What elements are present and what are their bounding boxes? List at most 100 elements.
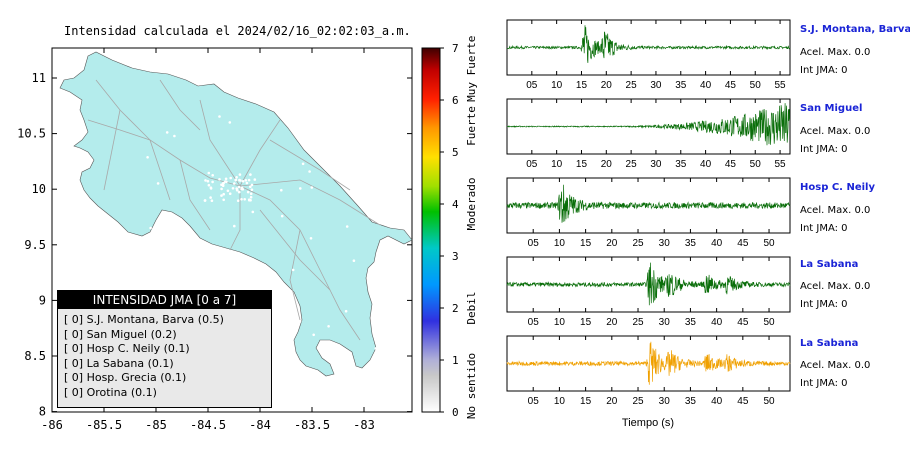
waveform-tick-label: 50 — [763, 317, 775, 328]
town-dot — [228, 192, 232, 195]
town-dot — [250, 188, 254, 191]
town-dot — [301, 162, 305, 166]
waveform-tick-label: 25 — [632, 238, 644, 249]
waveform-tick-label: 25 — [632, 396, 644, 407]
waveform-tick-label: 10 — [554, 396, 566, 407]
road-line — [149, 139, 171, 201]
waveform-tick-label: 15 — [576, 80, 588, 91]
town-dot — [298, 320, 302, 323]
waveform-tick-label: 05 — [528, 238, 540, 249]
station-acel: Acel. Max. 0.0 — [800, 281, 871, 292]
waveform-tick-label: 50 — [763, 396, 775, 407]
town-dot — [250, 183, 254, 187]
legend-row: [ 0] San Miguel (0.2) — [64, 327, 177, 341]
road-line — [239, 179, 381, 226]
colorbar-level-label: Fuerte — [465, 106, 478, 146]
waveform-tick-label: 40 — [711, 396, 723, 407]
waveform-tick-label: 50 — [763, 238, 775, 249]
town-dot — [344, 309, 348, 313]
town-dot — [211, 180, 214, 184]
town-dot — [222, 192, 225, 196]
town-dot — [245, 181, 249, 185]
waveform-tick-label: 05 — [528, 317, 540, 328]
town-dot — [238, 173, 242, 176]
waveform-panel: 05 10 15 20 25 30 35 40 45 50 — [506, 256, 791, 328]
town-dot — [310, 186, 314, 189]
waveform-trace — [506, 262, 791, 306]
waveform-trace — [506, 341, 791, 385]
map-y-tick-label: 10.5 — [17, 127, 46, 141]
town-dot — [249, 192, 253, 195]
map-y-ticks: 11 10.5 10 9.5 9 8.5 8 — [17, 71, 412, 419]
colorbar-gradient — [421, 47, 441, 413]
waveform-tick-label: 40 — [700, 80, 712, 91]
town-dot — [347, 79, 351, 82]
town-dot — [241, 180, 245, 183]
station-name: San Miguel — [800, 103, 863, 114]
intensity-legend: INTENSIDAD JMA [0 a 7] [ 0] S.J. Montana… — [57, 290, 272, 408]
colorbar-level-label: Moderado — [465, 178, 478, 231]
waveform-panel: 05 10 15 20 25 30 35 40 45 50 55 — [506, 98, 791, 170]
town-dot — [243, 198, 246, 201]
town-dot — [224, 180, 227, 183]
town-dot — [103, 284, 107, 287]
waveform-tick-label: 05 — [528, 396, 540, 407]
town-dot — [249, 195, 253, 199]
road-line — [239, 185, 361, 341]
map-y-tick-label: 11 — [32, 71, 46, 85]
colorbar-tick-label: 0 — [452, 406, 459, 419]
town-dot — [312, 333, 316, 337]
waveform-tick-label: 05 — [526, 159, 538, 170]
town-dot — [291, 268, 295, 272]
town-dot — [366, 75, 370, 79]
waveform-tick-label: 20 — [606, 238, 618, 249]
town-dot — [231, 187, 235, 190]
town-dot — [240, 198, 243, 201]
road-line — [179, 159, 211, 231]
road-line — [103, 109, 121, 191]
colorbar-tick-label: 5 — [452, 146, 459, 159]
town-dot — [222, 182, 225, 185]
waveform-tick-label: 20 — [601, 159, 613, 170]
waveform-tick-label: 35 — [685, 317, 697, 328]
town-dot — [308, 170, 311, 173]
legend-row: [ 0] La Sabana (0.1) — [64, 356, 174, 370]
waveform-tick-label: 40 — [711, 317, 723, 328]
map-y-tick-label: 9.5 — [24, 238, 46, 252]
town-dot — [235, 176, 238, 179]
road-line — [95, 79, 241, 187]
legend-header: INTENSIDAD JMA [0 a 7] — [58, 291, 271, 309]
road-line — [87, 119, 151, 141]
station-acel: Acel. Max. 0.0 — [800, 47, 871, 58]
town-dot — [229, 176, 232, 180]
town-dot — [175, 220, 178, 223]
colorbar-level-label: No sentido — [465, 353, 478, 419]
waveform-panel: 05 10 15 20 25 30 35 40 45 50 55 — [506, 19, 791, 91]
map-y-tick-label: 8.5 — [24, 349, 46, 363]
town-dot — [233, 224, 236, 228]
legend-row: [ 0] Orotina (0.1) — [64, 385, 157, 399]
station-name: Hosp C. Neily — [800, 182, 875, 193]
town-dot — [235, 187, 238, 190]
map-y-tick-label: 8 — [39, 405, 46, 419]
colorbar-labels: No sentido Debil Moderado Fuerte Muy Fuerte — [465, 36, 478, 419]
road-line — [259, 209, 331, 291]
waveform-tick-label: 25 — [626, 80, 638, 91]
road-line — [239, 119, 281, 187]
map-x-tick-label: -84 — [249, 418, 271, 432]
town-dot — [252, 258, 256, 262]
town-dot — [209, 196, 212, 199]
town-dot — [280, 214, 284, 218]
waveform-panel: 05 10 15 20 25 30 35 40 45 50 — [506, 335, 791, 407]
town-dot — [165, 131, 169, 134]
waveform-tick-label: 30 — [659, 396, 671, 407]
waveform-tick-label: 30 — [650, 80, 662, 91]
town-dot — [110, 285, 114, 288]
town-dot — [238, 178, 241, 182]
town-dot — [248, 198, 251, 202]
town-dot — [253, 178, 257, 181]
waveform-tick-label: 45 — [725, 80, 737, 91]
town-dot — [126, 261, 130, 264]
town-dot — [275, 106, 279, 110]
